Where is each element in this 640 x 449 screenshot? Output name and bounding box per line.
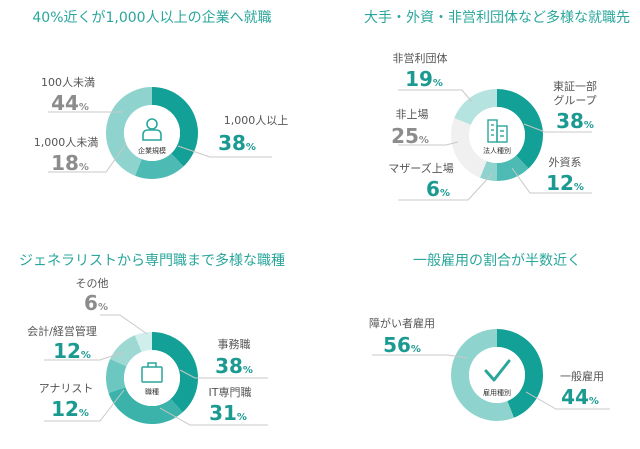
leader-line	[44, 389, 125, 422]
slice-value: 6%	[426, 177, 450, 201]
panel-job-type: ジェネラリストから専門職まで多様な職種 職種 事務職 38% IT専門職 31%…	[19, 252, 285, 426]
pie-slice-4	[134, 332, 152, 353]
slice-label: その他	[76, 277, 109, 290]
donut-center	[124, 350, 180, 406]
center-label: 雇用種別	[483, 388, 511, 397]
slice-label: 外資系	[549, 156, 582, 169]
center-label: 法人種別	[483, 146, 511, 155]
leader-line	[44, 351, 125, 361]
chart-title: 一般雇用の割合が半数近く	[413, 252, 581, 269]
donut-center	[124, 105, 180, 161]
chart-title: 40%近くが1,000人以上の企業へ就職	[32, 9, 271, 26]
leader-line	[398, 141, 459, 146]
building-icon	[487, 119, 508, 143]
leader-line	[511, 167, 592, 194]
leader-line	[523, 123, 592, 133]
slice-value: 25%	[391, 124, 429, 148]
leader-line	[179, 369, 268, 379]
slice-label: 障がい者雇用	[369, 316, 435, 330]
leader-line	[100, 314, 148, 335]
slice-value: 18%	[51, 151, 89, 175]
chart-title: ジェネラリストから専門職まで多様な職種	[19, 252, 285, 269]
pie-slice-2	[106, 358, 127, 394]
slice-value: 44%	[51, 91, 89, 115]
pie-slice-1	[135, 153, 184, 179]
person-icon	[142, 118, 162, 141]
pie-slice-0	[152, 87, 199, 167]
slice-label: グループ	[553, 93, 596, 107]
slice-label: マザーズ上場	[388, 161, 453, 175]
center-label: 職種	[145, 387, 159, 396]
panel-company-size: 40%近くが1,000人以上の企業へ就職 企業規模 1,000人以上 38% 1…	[32, 9, 288, 179]
slice-label: 100人未満	[41, 76, 95, 89]
slice-value: 12%	[546, 171, 584, 195]
leader-line	[398, 173, 493, 201]
slice-label: 一般雇用	[560, 369, 604, 383]
slice-value: 6%	[84, 291, 108, 315]
slice-label: IT専門職	[209, 386, 252, 399]
leader-line	[398, 89, 473, 103]
slice-value: 44%	[561, 385, 599, 409]
slice-label: 1,000人未満	[34, 136, 99, 149]
donut-company-size	[105, 87, 199, 179]
slice-value: 38%	[556, 109, 594, 133]
leader-line	[159, 407, 268, 426]
check-icon	[484, 359, 511, 382]
pie-slice-2	[480, 161, 497, 181]
pie-slice-1	[108, 387, 183, 424]
slice-label: 会計/経営管理	[27, 324, 97, 338]
slice-label: アナリスト	[39, 382, 94, 395]
donut-job-type	[106, 332, 198, 424]
panel-employment-type: 一般雇用の割合が半数近く 雇用種別 一般雇用 44% 障がい者雇用 56%	[369, 252, 610, 421]
leader-line	[177, 145, 272, 158]
pie-slice-3	[451, 118, 487, 178]
pie-slice-3	[110, 335, 142, 367]
slice-value: 12%	[53, 339, 91, 363]
slice-value: 38%	[218, 131, 256, 155]
pie-slice-0	[497, 89, 544, 169]
slice-label: 東証一部	[553, 79, 597, 93]
slice-label: 非営利団体	[393, 51, 448, 65]
pie-slice-0	[152, 332, 198, 413]
briefcase-icon	[141, 362, 163, 383]
slice-value: 12%	[51, 397, 89, 421]
pie-slice-1	[450, 329, 514, 421]
slice-label: 事務職	[218, 337, 251, 351]
chart-title: 大手・外資・非営利団体など多様な就職先	[364, 9, 630, 26]
center-label: 企業規模	[138, 146, 166, 155]
slice-value: 19%	[405, 67, 443, 91]
slice-label: 1,000人以上	[224, 114, 289, 127]
pie-slice-4	[454, 89, 497, 125]
panel-corporation-type: 大手・外資・非営利団体など多様な就職先 法人種別 東証一部 グループ 38% 外…	[364, 9, 630, 201]
leader-line	[48, 143, 127, 173]
slice-value: 31%	[209, 401, 247, 425]
leader-line	[525, 391, 610, 410]
leader-line	[372, 354, 468, 359]
slice-value: 56%	[383, 333, 421, 357]
pie-slice-2	[105, 87, 152, 176]
slice-label: 非上場	[396, 108, 429, 121]
slice-value: 38%	[215, 354, 253, 378]
